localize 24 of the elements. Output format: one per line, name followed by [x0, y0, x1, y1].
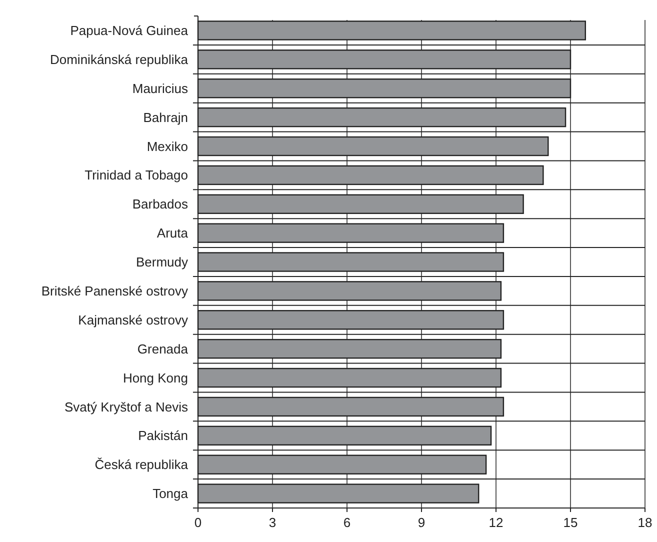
y-tick-label: Trinidad a Tobago: [84, 168, 188, 183]
x-tick-label: 12: [488, 515, 504, 530]
x-tick-label: 15: [563, 515, 578, 530]
y-tick-label: Kajmanské ostrovy: [78, 312, 188, 328]
y-tick-label: Pakistán: [138, 428, 188, 444]
y-tick-label: Dominikánská republika: [50, 52, 189, 67]
y-tick-label: Bahrajn: [143, 110, 188, 125]
y-tick-label: Mexiko: [146, 138, 188, 154]
y-tick-label: Papua-Nová Guinea: [70, 23, 189, 38]
x-tick-label: 3: [268, 515, 276, 530]
x-tick-label: 18: [638, 515, 652, 530]
y-tick-label: Česká republika: [94, 457, 189, 472]
y-tick-label: Grenada: [137, 341, 189, 356]
x-tick-label: 9: [418, 515, 426, 530]
y-tick-label: Svatý Kryštof a Nevis: [64, 399, 188, 414]
x-tick-label: 6: [343, 515, 351, 530]
x-tick-label: 0: [194, 515, 202, 530]
y-tick-label: Tonga: [152, 486, 189, 502]
y-tick-label: Aruta: [156, 226, 189, 241]
y-tick-label: Bermudy: [136, 254, 188, 270]
y-tick-label: Barbados: [132, 196, 188, 212]
y-tick-label: Britské Panenské ostrovy: [41, 283, 188, 298]
y-tick-label: Hong Kong: [122, 370, 188, 386]
y-tick-label: Mauricius: [132, 80, 188, 96]
